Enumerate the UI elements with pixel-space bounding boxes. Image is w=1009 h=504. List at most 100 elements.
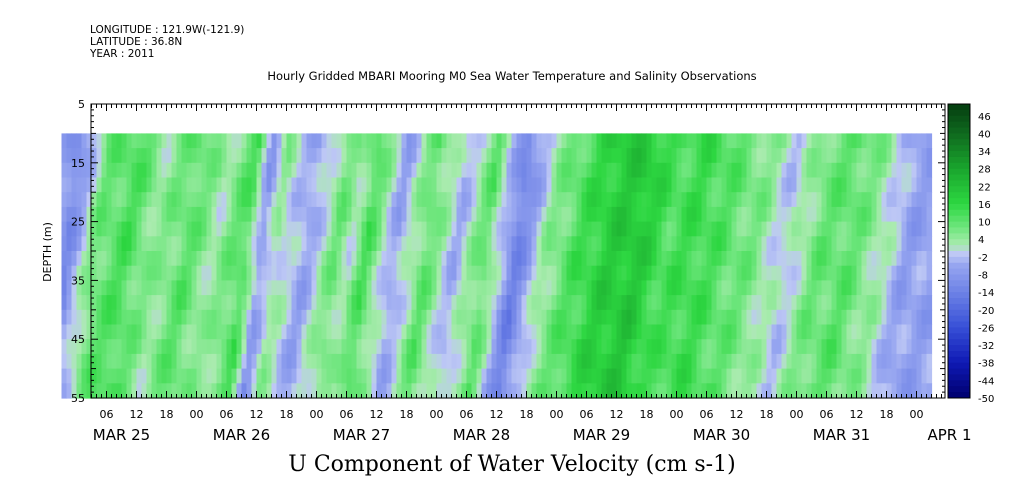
heatmap-cell [821,368,828,384]
x-hour-label: 06 [700,408,714,421]
heatmap-cell [806,265,813,281]
heatmap-cell [581,192,588,208]
heatmap-cell [131,177,138,193]
heatmap-cell [626,148,633,164]
heatmap-cell [676,148,683,164]
heatmap-cell [741,133,748,149]
heatmap-cell [911,324,918,340]
heatmap-cell [76,368,83,384]
heatmap-cell [921,206,928,223]
heatmap-cell [601,192,608,208]
heatmap-cell [616,309,623,326]
heatmap-cell [786,162,793,179]
x-hour-label: 18 [880,408,894,421]
heatmap-cell [501,383,508,399]
heatmap-cell [721,221,728,237]
heatmap-cell [96,236,103,252]
heatmap-cell [366,280,373,296]
heatmap-cell [546,162,553,179]
heatmap-cell [86,309,93,326]
heatmap-cell [726,133,733,149]
heatmap-cell [426,133,433,149]
heatmap-cell [711,383,718,399]
heatmap-cell [271,177,278,193]
heatmap-cell [306,265,313,281]
heatmap-cell [861,192,868,208]
heatmap-cell [286,236,293,252]
heatmap-cell [401,236,408,252]
heatmap-cell [741,309,748,326]
heatmap-cell [71,251,78,267]
heatmap-cell [156,265,163,281]
heatmap-cell [876,177,883,193]
heatmap-cell [416,309,423,326]
heatmap-cell [721,236,728,252]
heatmap-cell [346,206,353,223]
heatmap-cell [76,133,83,149]
heatmap-cell [516,162,523,179]
heatmap-cell [411,383,418,399]
heatmap-cell [646,236,653,252]
heatmap-cell [296,309,303,326]
heatmap-cell [826,295,833,311]
colorbar-swatch [948,180,970,187]
heatmap-cell [546,295,553,311]
heatmap-cell [221,192,228,208]
heatmap-cell [536,177,543,193]
heatmap-cell [321,368,328,384]
heatmap-cell [711,221,718,237]
heatmap-cell [216,251,223,267]
heatmap-cell [181,236,188,252]
heatmap-cell [91,148,98,164]
heatmap-cell [251,383,258,399]
heatmap-cell [686,324,693,340]
heatmap-cell [716,324,723,340]
heatmap-cell [911,309,918,326]
heatmap-cell [161,177,168,193]
heatmap-cell [526,177,533,193]
heatmap-cell [266,324,273,340]
heatmap-cell [746,280,753,296]
heatmap-cell [811,133,818,149]
heatmap-cell [846,339,853,355]
heatmap-cell [606,192,613,208]
heatmap-cell [311,177,318,193]
heatmap-cell [761,265,768,281]
heatmap-cell [361,192,368,208]
heatmap-cell [841,177,848,193]
heatmap-cell [916,353,923,370]
heatmap-cell [396,251,403,267]
heatmap-cell [791,309,798,326]
heatmap-cell [226,324,233,340]
heatmap-cell [281,251,288,267]
heatmap-cell [111,280,118,296]
heatmap-cell [251,192,258,208]
heatmap-cell [851,295,858,311]
heatmap-cell [806,192,813,208]
heatmap-cell [601,148,608,164]
heatmap-cell [596,192,603,208]
heatmap-cell [146,368,153,384]
heatmap-cell [421,221,428,237]
heatmap-cell [181,265,188,281]
heatmap-cell [671,206,678,223]
colorbar-swatch [948,227,970,234]
heatmap-cell [361,324,368,340]
heatmap-cell [756,368,763,384]
heatmap-cell [441,265,448,281]
heatmap-cell [656,133,663,149]
heatmap-cell [621,177,628,193]
heatmap-cell [816,368,823,384]
x-hour-label: 12 [250,408,264,421]
heatmap-cell [656,265,663,281]
heatmap-cell [331,206,338,223]
heatmap-cell [91,133,98,149]
heatmap-cell [96,353,103,370]
heatmap-cell [856,192,863,208]
heatmap-cell [531,177,538,193]
heatmap-cell [886,236,893,252]
heatmap-cell [886,265,893,281]
heatmap-cell [271,251,278,267]
heatmap-cell [381,353,388,370]
heatmap-cell [556,265,563,281]
